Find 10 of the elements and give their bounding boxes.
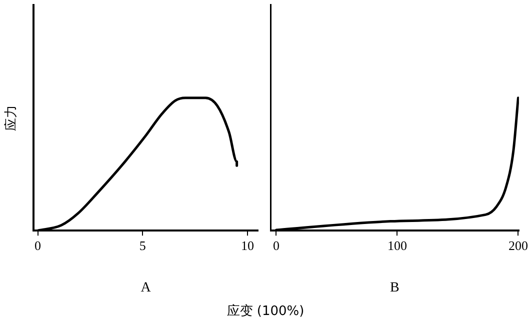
x-axis-title: B: [390, 280, 400, 296]
y-axis-title: 应力: [3, 104, 20, 131]
text: 应变 (100%): [226, 303, 306, 320]
x-tick-label: 100: [387, 238, 407, 253]
x-tick-label: 0: [273, 238, 280, 253]
x-tick-label: 10: [241, 238, 254, 253]
x-tick-label: 200: [508, 238, 528, 253]
x-tick-label: 5: [139, 238, 146, 253]
x-tick-label: 0: [34, 238, 42, 253]
x-axis-title: A: [140, 280, 152, 296]
